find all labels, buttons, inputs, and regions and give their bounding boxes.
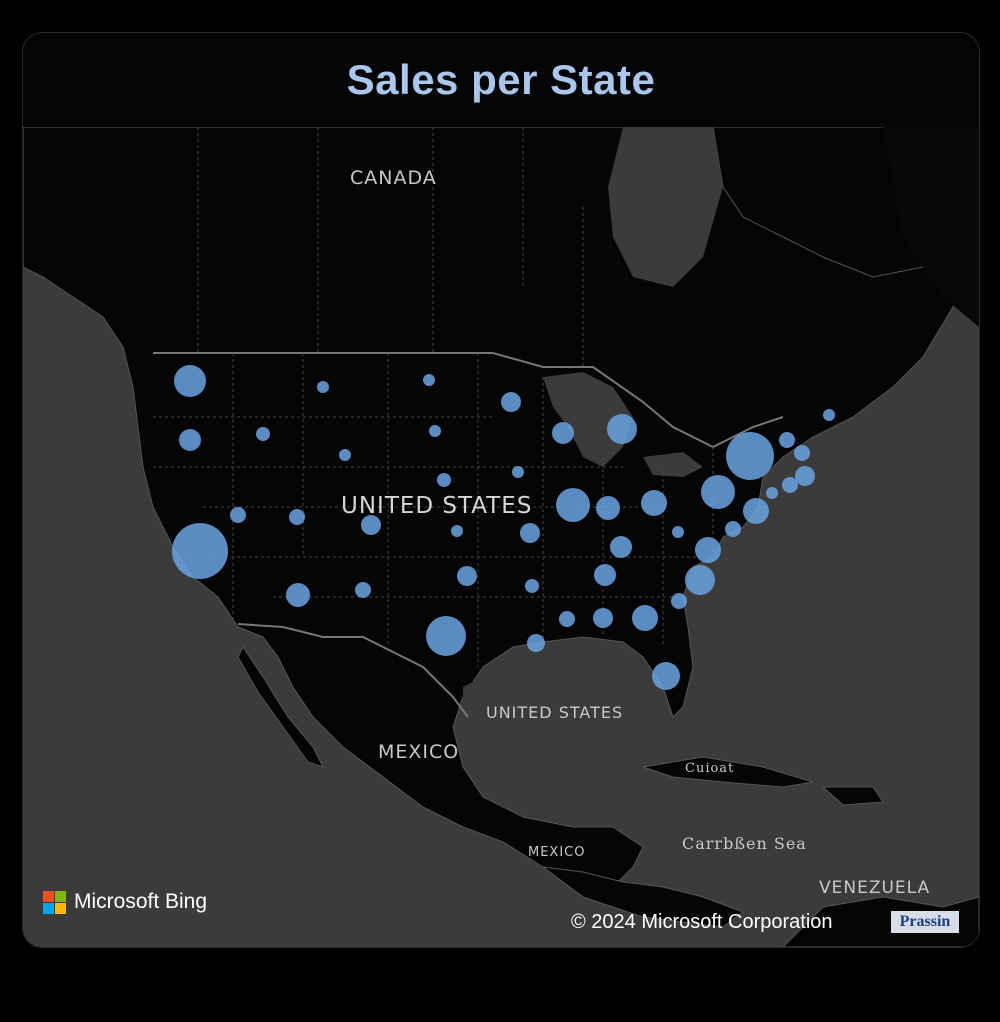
sales-bubble-az[interactable]: [286, 583, 310, 607]
sales-bubble-co[interactable]: [361, 515, 381, 535]
sales-bubble-ri[interactable]: [794, 445, 810, 461]
water-gulf-of-mexico: [463, 667, 653, 797]
sales-bubble-va[interactable]: [695, 537, 721, 563]
sales-bubble-la[interactable]: [527, 634, 545, 652]
sales-bubble-ms[interactable]: [559, 611, 575, 627]
label-mexico: MEXICO: [378, 741, 460, 763]
state-boundaries: [153, 127, 723, 667]
land-central-america: [541, 866, 745, 928]
sales-bubble-nd[interactable]: [423, 374, 435, 386]
sales-bubble-ut[interactable]: [289, 509, 305, 525]
sales-bubble-mi[interactable]: [607, 414, 637, 444]
provider-badge: Prassin: [891, 911, 959, 933]
map-title: Sales per State: [346, 56, 656, 103]
land-greenland: [883, 127, 979, 327]
sales-bubble-ct[interactable]: [782, 477, 798, 493]
sales-bubble-mn[interactable]: [501, 392, 521, 412]
sales-bubble-sc[interactable]: [671, 593, 687, 609]
sales-bubble-tn[interactable]: [594, 564, 616, 586]
sales-bubble-nc[interactable]: [685, 565, 715, 595]
sales-bubble-wv[interactable]: [672, 526, 684, 538]
bing-attribution[interactable]: Microsoft Bing: [43, 890, 207, 914]
border-us-mexico: [237, 623, 469, 718]
sales-bubble-de[interactable]: [766, 487, 778, 499]
sales-bubble-vt[interactable]: [779, 432, 795, 448]
bing-label: Microsoft Bing: [74, 890, 208, 913]
microsoft-logo-icon: [43, 890, 66, 914]
map-canvas[interactable]: CANADA UNITED STATES UNITED STATES MEXIC…: [23, 127, 979, 947]
map-svg: [23, 127, 979, 947]
sales-bubble-tx[interactable]: [426, 616, 466, 656]
sales-bubble-ia[interactable]: [512, 466, 524, 478]
sales-bubble-wy[interactable]: [339, 449, 351, 461]
sales-bubble-wa[interactable]: [174, 365, 206, 397]
sales-bubble-ca[interactable]: [172, 523, 228, 579]
sales-bubble-ma[interactable]: [795, 466, 815, 486]
sales-bubble-ok[interactable]: [457, 566, 477, 586]
sales-bubble-nv[interactable]: [230, 507, 246, 523]
title-bar: Sales per State: [23, 33, 979, 127]
sales-bubble-ny[interactable]: [726, 432, 774, 480]
sales-bubble-fl[interactable]: [652, 662, 680, 690]
sales-bubble-me[interactable]: [823, 409, 835, 421]
sales-bubble-ar[interactable]: [525, 579, 539, 593]
sales-bubble-ky[interactable]: [610, 536, 632, 558]
sales-bubble-mt[interactable]: [317, 381, 329, 393]
label-gulf-united-states: UNITED STATES: [486, 703, 624, 722]
sales-bubble-pa[interactable]: [701, 475, 735, 509]
water-hudson-bay: [608, 127, 723, 287]
sales-bubble-ne[interactable]: [437, 473, 451, 487]
bubble-layer: [172, 365, 835, 690]
water-lake-erie: [643, 452, 703, 477]
label-canada: CANADA: [350, 167, 437, 189]
label-mexico-small: MEXICO: [528, 845, 586, 860]
label-united-states: UNITED STATES: [341, 493, 533, 519]
sales-bubble-mo[interactable]: [520, 523, 540, 543]
map-card: Sales per State: [22, 32, 980, 948]
water-great-lakes: [543, 372, 633, 467]
sales-bubble-or[interactable]: [179, 429, 201, 451]
sales-bubble-ks[interactable]: [451, 525, 463, 537]
sales-bubble-id[interactable]: [256, 427, 270, 441]
label-cuba: Cuioat: [685, 761, 735, 776]
sales-bubble-md[interactable]: [725, 521, 741, 537]
land-baja: [237, 646, 324, 768]
border-canada-us: [153, 352, 784, 449]
land-cuba: [642, 756, 814, 788]
sales-bubble-al[interactable]: [593, 608, 613, 628]
sales-bubble-wi[interactable]: [552, 422, 574, 444]
copyright-text: © 2024 Microsoft Corporation: [571, 911, 833, 933]
sales-bubble-oh[interactable]: [641, 490, 667, 516]
label-caribbean-sea: Carrbßen Sea: [682, 834, 807, 853]
sales-bubble-nj[interactable]: [743, 498, 769, 524]
sales-bubble-sd[interactable]: [429, 425, 441, 437]
land-south-america: [782, 896, 979, 947]
sales-bubble-in[interactable]: [596, 496, 620, 520]
land-hispaniola: [821, 786, 884, 806]
label-venezuela: VENEZUELA: [819, 878, 931, 898]
sales-bubble-nm[interactable]: [355, 582, 371, 598]
sales-bubble-ga[interactable]: [632, 605, 658, 631]
sales-bubble-il[interactable]: [556, 488, 590, 522]
